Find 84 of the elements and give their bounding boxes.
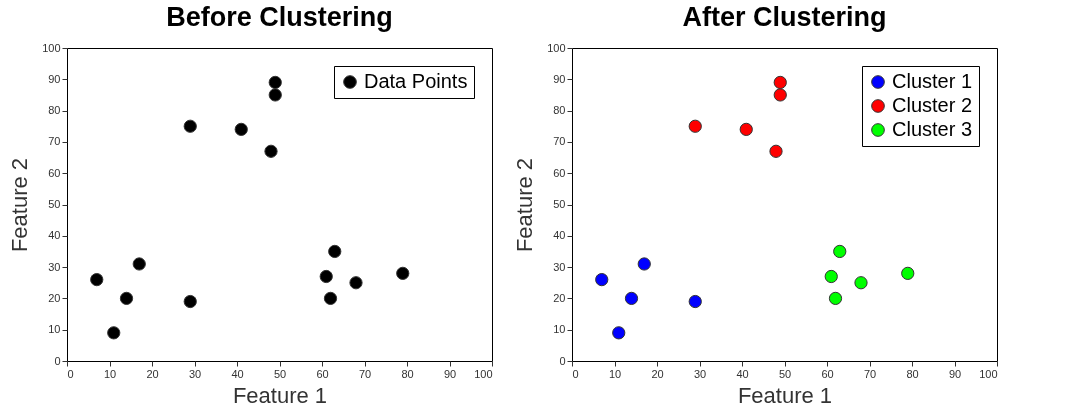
point	[319, 269, 333, 284]
legend-label: Cluster 2	[892, 94, 973, 116]
point	[901, 266, 915, 280]
point	[769, 144, 783, 158]
legend-label: Cluster 1	[892, 70, 973, 92]
x-tick-label: 100	[979, 367, 998, 380]
x-tick-label: 20	[651, 367, 664, 380]
x-tick-label: 0	[67, 367, 74, 380]
point	[132, 257, 146, 271]
x-tick-label: 80	[906, 367, 919, 380]
x-tick-label: 10	[608, 367, 622, 380]
point	[739, 122, 753, 136]
y-tick-label: 30	[48, 260, 61, 273]
x-tick-label: 100	[474, 367, 493, 380]
x-tick-label: 20	[146, 367, 159, 380]
y-tick-label: 40	[553, 229, 566, 242]
x-tick-label: 70	[358, 367, 372, 380]
point	[688, 294, 702, 309]
y-tick-label: 90	[553, 72, 566, 85]
point	[268, 88, 282, 102]
point	[824, 269, 838, 284]
point	[773, 88, 787, 102]
y-tick-label: 20	[553, 291, 566, 304]
y-tick-label: 100	[42, 41, 61, 54]
point	[234, 122, 248, 136]
point	[183, 294, 197, 309]
point	[183, 119, 197, 133]
y-tick-label: 50	[553, 198, 566, 210]
point	[107, 326, 121, 340]
point	[833, 244, 847, 259]
x-tick-label: 80	[401, 367, 414, 380]
point	[90, 273, 104, 287]
point	[323, 291, 338, 306]
y-tick-label: 30	[553, 260, 566, 273]
point	[349, 276, 363, 290]
y-tick-label: 90	[48, 72, 61, 85]
x-tick-label: 30	[693, 367, 707, 380]
y-axis-title: Feature 2	[7, 157, 33, 253]
y-tick-label: 40	[48, 229, 61, 242]
x-tick-label: 90	[443, 367, 457, 380]
x-axis-title: Feature 1	[232, 382, 328, 408]
y-tick-label: 70	[553, 135, 566, 148]
point	[268, 75, 282, 90]
x-tick-label: 10	[103, 367, 117, 380]
x-tick-label: 50	[273, 367, 287, 380]
point	[773, 75, 787, 90]
x-tick-label: 0	[572, 367, 579, 380]
y-tick-label: 70	[48, 135, 61, 148]
y-tick-label: 60	[553, 166, 566, 179]
legend-label: Data Points	[364, 70, 468, 92]
point	[612, 326, 626, 340]
point	[854, 276, 868, 290]
y-tick-label: 80	[48, 104, 61, 117]
y-tick-label: 20	[48, 291, 61, 304]
point	[119, 291, 134, 306]
chart-title: After Clustering	[682, 2, 887, 32]
point	[396, 266, 410, 280]
point	[264, 144, 278, 158]
y-tick-label: 100	[547, 41, 566, 54]
x-tick-label: 30	[188, 367, 202, 380]
x-tick-label: 40	[736, 367, 749, 380]
point	[637, 257, 651, 271]
y-tick-label: 10	[553, 323, 566, 336]
x-tick-label: 50	[778, 367, 792, 380]
x-tick-label: 60	[821, 367, 834, 380]
point	[828, 291, 843, 306]
legend-label: Cluster 3	[892, 118, 973, 140]
y-tick-label: 10	[48, 323, 61, 336]
x-tick-label: 60	[316, 367, 329, 380]
x-axis-title: Feature 1	[737, 382, 833, 408]
y-tick-label: 80	[553, 104, 566, 117]
x-tick-label: 40	[231, 367, 244, 380]
y-tick-label: 60	[48, 166, 61, 179]
point	[688, 119, 702, 133]
x-tick-label: 90	[948, 367, 962, 380]
point	[595, 273, 609, 287]
point	[624, 291, 639, 306]
chart-title: Before Clustering	[166, 2, 393, 32]
x-tick-label: 70	[863, 367, 877, 380]
y-tick-label: 0	[559, 354, 566, 367]
y-tick-label: 0	[54, 354, 61, 367]
y-axis-title: Feature 2	[512, 157, 538, 253]
point	[328, 244, 342, 259]
y-tick-label: 50	[48, 198, 61, 210]
